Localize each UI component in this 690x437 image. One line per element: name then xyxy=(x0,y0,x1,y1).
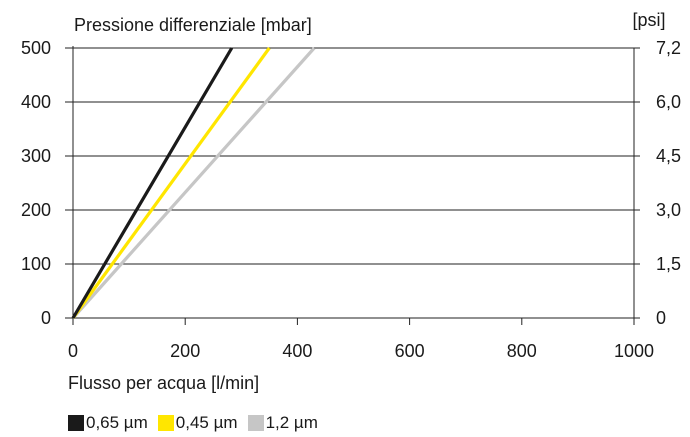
y-tick-label-5: 500 xyxy=(21,38,51,58)
legend-swatch-0 xyxy=(68,415,84,431)
chart: Pressione differenziale [mbar] [psi] 0 20… xyxy=(21,10,681,393)
legend-label-0: 0,65 µm xyxy=(86,413,148,432)
x-tick-label-0: 0 xyxy=(68,341,78,361)
legend-label-2: 1,2 µm xyxy=(265,413,318,432)
x-tick-label-3: 600 xyxy=(395,341,425,361)
x-axis-label: Flusso per acqua [l/min] xyxy=(68,373,259,393)
y2-tick-label-5: 7,2 xyxy=(656,38,681,58)
grid xyxy=(73,47,634,265)
y-tick-labels: 0 100 200 300 400 500 xyxy=(21,38,51,328)
legend: 0,65 µm 0,45 µm 1,2 µm xyxy=(68,413,328,433)
x-tick-labels: 0 200 400 600 800 1000 xyxy=(68,341,654,361)
y2-tick-label-1: 1,5 xyxy=(656,254,681,274)
y-tick-label-1: 100 xyxy=(21,254,51,274)
y-tick-label-3: 300 xyxy=(21,146,51,166)
x-tick-label-5: 1000 xyxy=(614,341,654,361)
legend-item-2: 1,2 µm xyxy=(247,413,318,433)
legend-swatch-2 xyxy=(247,415,264,431)
series-line-0 xyxy=(71,47,234,319)
y-tick-label-2: 200 xyxy=(21,200,51,220)
y2-tick-label-0: 0 xyxy=(656,308,666,328)
y2-tick-labels: 0 1,5 3,0 4,5 6,0 7,2 xyxy=(656,38,681,328)
series-group xyxy=(71,46,316,320)
series-line-1 xyxy=(71,47,271,319)
legend-item-1: 0,45 µm xyxy=(157,413,238,433)
right-axis-unit: [psi] xyxy=(632,10,665,30)
legend-item-0: 0,65 µm xyxy=(68,413,148,433)
y-tick-label-4: 400 xyxy=(21,92,51,112)
y2-tick-label-3: 4,5 xyxy=(656,146,681,166)
x-tick-label-1: 200 xyxy=(170,341,200,361)
x-tick-label-2: 400 xyxy=(282,341,312,361)
y2-tick-label-2: 3,0 xyxy=(656,200,681,220)
y2-tick-label-4: 6,0 xyxy=(656,92,681,112)
y-tick-label-0: 0 xyxy=(41,308,51,328)
axes xyxy=(65,46,640,325)
x-tick-label-4: 800 xyxy=(507,341,537,361)
series-line-2 xyxy=(71,46,316,320)
legend-swatch-1 xyxy=(157,415,174,431)
legend-label-1: 0,45 µm xyxy=(175,413,238,432)
chart-title: Pressione differenziale [mbar] xyxy=(74,15,312,35)
